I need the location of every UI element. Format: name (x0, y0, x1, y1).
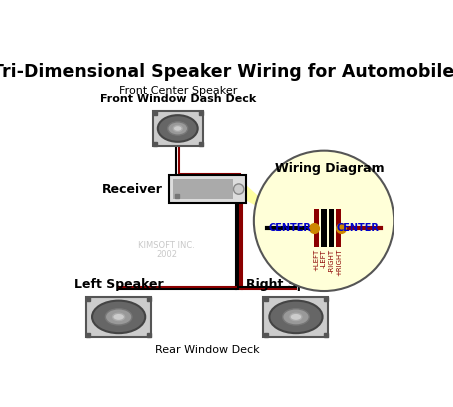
Bar (153, 111, 203, 146)
Bar (86, 297, 151, 337)
Bar (173, 179, 233, 199)
Ellipse shape (92, 301, 145, 333)
Text: KIMSOFT INC.: KIMSOFT INC. (138, 241, 195, 250)
Ellipse shape (113, 313, 125, 321)
Text: Front Center Speaker: Front Center Speaker (119, 86, 237, 96)
Text: Wiring Diagram: Wiring Diagram (275, 162, 385, 175)
Ellipse shape (106, 309, 132, 325)
Text: Tri-Dimensional Speaker Wiring for Automobile:: Tri-Dimensional Speaker Wiring for Autom… (0, 63, 453, 81)
Text: +RIGHT: +RIGHT (336, 249, 342, 276)
Circle shape (254, 151, 394, 291)
Text: Rear Window Deck: Rear Window Deck (155, 345, 260, 355)
Text: 2002: 2002 (156, 250, 177, 259)
Ellipse shape (283, 309, 309, 325)
Text: CENTER: CENTER (269, 223, 312, 233)
Text: -RIGHT: -RIGHT (328, 249, 334, 273)
Text: -LEFT: -LEFT (321, 249, 327, 268)
Ellipse shape (173, 125, 182, 131)
Text: CENTER: CENTER (337, 223, 380, 233)
Bar (264, 297, 328, 337)
Text: Left Speaker: Left Speaker (74, 278, 164, 291)
Circle shape (234, 184, 244, 194)
Bar (322, 209, 327, 247)
Ellipse shape (270, 301, 323, 333)
Bar (336, 209, 342, 247)
Bar (329, 209, 334, 247)
Bar (169, 175, 246, 203)
Ellipse shape (168, 122, 188, 135)
Text: +LEFT: +LEFT (313, 249, 320, 271)
Text: Front Window Dash Deck: Front Window Dash Deck (100, 94, 256, 105)
Text: Receiver: Receiver (102, 183, 163, 196)
Polygon shape (241, 180, 285, 221)
Bar (314, 209, 319, 247)
Ellipse shape (158, 115, 198, 142)
Text: Right Speaker: Right Speaker (246, 278, 346, 291)
Ellipse shape (290, 313, 302, 321)
